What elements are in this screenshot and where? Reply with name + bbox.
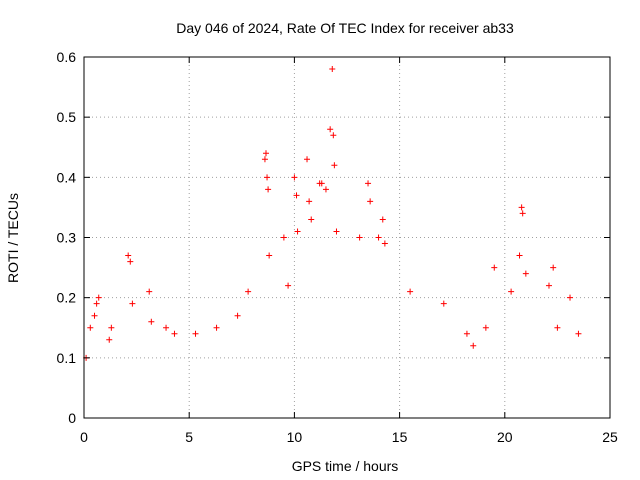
data-point [293,192,300,199]
data-point [304,156,311,163]
data-points [83,66,582,361]
data-point [365,180,372,187]
x-axis-label: GPS time / hours [292,458,399,474]
chart-title: Day 046 of 2024, Rate Of TEC Index for r… [176,20,514,36]
data-point [554,324,561,331]
axis-ticks: 0 0.1 0.2 0.3 0.4 0.5 0.6 0 5 10 15 20 25 [57,49,618,445]
y-tick-label: 0.5 [57,109,77,125]
data-point [318,180,325,187]
data-point [106,336,113,343]
data-point [545,282,552,289]
x-tick-label: 20 [497,429,513,445]
data-point [329,66,336,73]
data-point [440,300,447,307]
x-tick-label: 15 [392,429,408,445]
data-point [266,252,273,259]
data-point [367,198,374,205]
data-point [171,330,178,337]
y-tick-label: 0.3 [57,230,77,246]
data-point [148,318,155,325]
data-point [575,330,582,337]
data-point [264,174,271,181]
data-point [127,258,134,265]
data-point [261,156,268,163]
data-point [482,324,489,331]
x-tick-label: 25 [602,429,618,445]
data-point [91,312,98,319]
y-axis-label: ROTI / TECUs [5,193,21,283]
data-point [567,294,574,301]
data-point [407,288,414,295]
data-point [163,324,170,331]
data-point [95,294,102,301]
grid-lines [84,57,610,418]
data-point [308,216,315,223]
y-tick-label: 0.1 [57,350,77,366]
data-point [379,216,386,223]
data-point [470,342,477,349]
data-point [522,270,529,277]
data-point [331,162,338,169]
data-point [518,204,525,211]
data-point [375,234,382,241]
data-point [519,210,526,217]
x-tick-label: 0 [80,429,88,445]
y-tick-label: 0.4 [57,169,77,185]
data-point [516,252,523,259]
data-point [491,264,498,271]
data-point [245,288,252,295]
data-point [381,240,388,247]
data-point [327,126,334,133]
data-point [356,234,363,241]
data-point [87,324,94,331]
data-point [93,300,100,307]
data-point [550,264,557,271]
y-tick-label: 0.2 [57,290,77,306]
data-point [265,186,272,193]
data-point [306,198,313,205]
data-point [108,324,115,331]
x-tick-label: 10 [287,429,303,445]
data-point [146,288,153,295]
y-tick-label: 0.6 [57,49,77,65]
data-point [234,312,241,319]
y-tick-label: 0 [68,410,76,426]
plot-frame [83,56,611,419]
data-point [129,300,136,307]
data-point [322,186,329,193]
data-point [291,174,298,181]
data-point [285,282,292,289]
data-point [262,150,269,157]
data-point [294,228,301,235]
x-tick-label: 5 [185,429,193,445]
data-point [125,252,132,259]
data-point [280,234,287,241]
data-point [192,330,199,337]
data-point [463,330,470,337]
data-point [508,288,515,295]
data-point [213,324,220,331]
data-point [333,228,340,235]
data-point [330,132,337,139]
